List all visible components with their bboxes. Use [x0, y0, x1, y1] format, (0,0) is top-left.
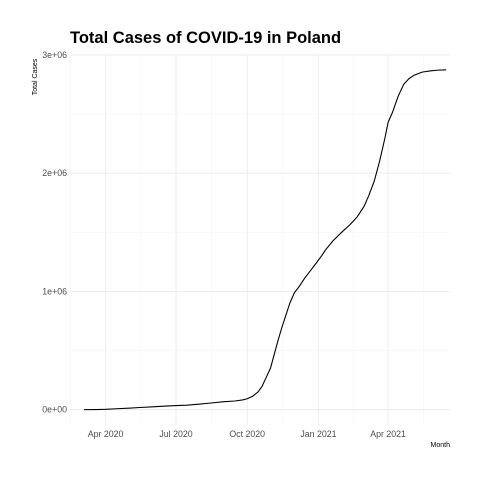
series-group	[83, 69, 447, 411]
series-line	[83, 69, 447, 411]
y-tick-label: 1e+06	[42, 286, 67, 296]
x-tick-label: Jan 2021	[300, 429, 336, 439]
chart-title: Total Cases of COVID-19 in Poland	[70, 29, 341, 47]
y-tick-label: 2e+06	[42, 168, 67, 178]
grid	[70, 54, 450, 425]
x-tick-label: Apr 2020	[88, 429, 124, 439]
y-axis-title: Total Cases	[32, 58, 39, 95]
x-tick-label: Apr 2021	[370, 429, 406, 439]
x-axis-title: Month	[431, 442, 451, 449]
x-axis-ticks: Apr 2020 Jul 2020 Oct 2020 Jan 2021 Apr 2021	[88, 429, 406, 439]
x-tick-label: Jul 2020	[159, 429, 192, 439]
y-tick-label: 3e+06	[42, 50, 67, 60]
y-tick-label: 0e+00	[42, 405, 67, 415]
x-tick-label: Oct 2020	[229, 429, 265, 439]
y-axis-ticks: 0e+00 1e+06 2e+06 3e+06	[42, 50, 67, 415]
